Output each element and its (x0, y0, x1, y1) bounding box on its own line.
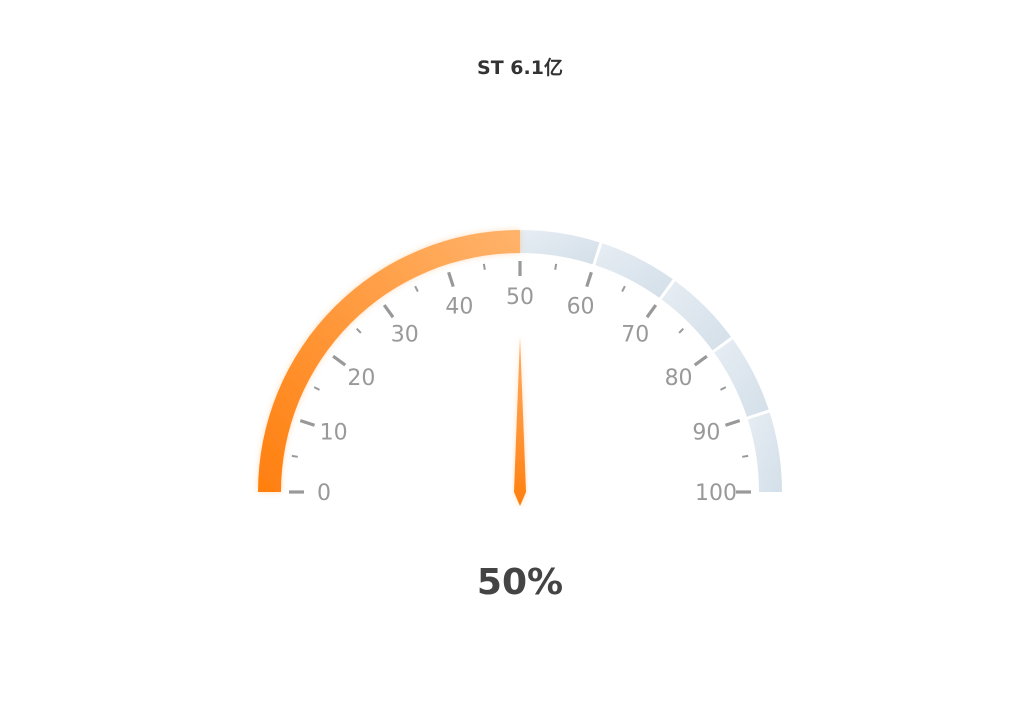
gauge-minor-tick (678, 327, 685, 334)
gauge-minor-tick (355, 327, 362, 334)
gauge-pointer (514, 337, 526, 506)
gauge-minor-tick (482, 263, 486, 270)
gauge-track-segment (714, 339, 769, 417)
gauge-tick-label: 90 (692, 420, 720, 445)
gauge-minor-tick (291, 454, 298, 458)
gauge-progress-arc (258, 230, 520, 492)
gauge-tick-label: 70 (621, 322, 649, 347)
gauge-needle (514, 337, 526, 506)
gauge-value-label: 50% (477, 562, 563, 603)
gauge-major-tick (382, 304, 395, 319)
gauge-tick-label: 100 (695, 481, 737, 506)
gauge-track-segment (520, 230, 600, 265)
gauge-tick-label: 40 (445, 295, 473, 320)
gauge-track (520, 230, 782, 492)
gauge-tick-label: 80 (665, 366, 693, 391)
gauge-major-tick (447, 271, 455, 288)
gauge-major-tick (332, 354, 347, 367)
gauge-major-tick (585, 271, 593, 288)
chart-title: ST 6.1亿 (477, 56, 563, 79)
gauge-tick-label: 0 (317, 481, 331, 506)
gauge-track-segment (661, 280, 732, 351)
gauge-track-segment (747, 412, 782, 492)
gauge-tick-label: 30 (391, 322, 419, 347)
gauge-tick-label: 60 (567, 295, 595, 320)
gauge-progress (258, 230, 520, 492)
gauge-tick-label: 50 (506, 285, 534, 310)
gauge-major-tick (299, 419, 316, 427)
gauge-major-tick (724, 419, 741, 427)
gauge-tick-label: 20 (347, 366, 375, 391)
gauge-ticks (289, 261, 751, 494)
gauge-minor-tick (414, 285, 419, 292)
gauge-major-tick (693, 354, 708, 367)
gauge-minor-tick (313, 386, 320, 391)
gauge-minor-tick (621, 285, 626, 292)
gauge-tick-labels: 0 10 20 30 40 50 60 70 80 90 100 (317, 285, 737, 506)
gauge-tick-label: 10 (320, 420, 348, 445)
gauge-minor-tick (720, 386, 727, 391)
gauge-minor-tick (554, 263, 558, 270)
gauge-track-segment (595, 243, 673, 298)
gauge-major-tick (645, 304, 658, 319)
gauge-minor-tick (742, 454, 749, 458)
